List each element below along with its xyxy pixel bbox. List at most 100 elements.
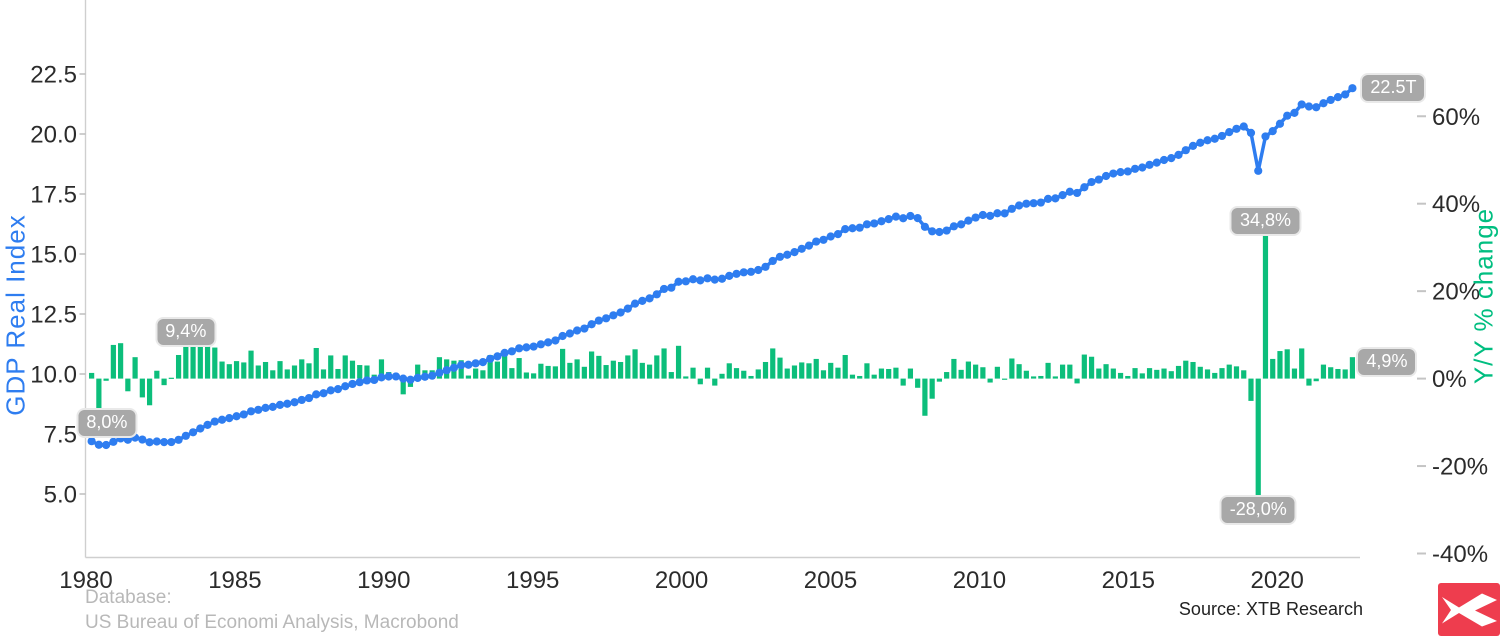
x-axis-tick: 1995	[506, 567, 559, 594]
gdp-line-marker	[594, 316, 603, 325]
gdp-line-marker	[493, 352, 502, 361]
gdp-line-marker	[580, 324, 589, 333]
data-label-pill: 34,8%	[1229, 206, 1301, 237]
yoy-bar	[277, 361, 283, 379]
yoy-bar	[719, 373, 725, 379]
gdp-line-marker	[442, 366, 451, 375]
yoy-bar	[1299, 348, 1305, 379]
gdp-line-marker	[768, 256, 777, 266]
gdp-line-marker	[725, 271, 734, 280]
left-axis-tick: 22.5	[30, 62, 77, 89]
gdp-line-marker	[1109, 169, 1118, 178]
yoy-bar	[1067, 364, 1073, 379]
yoy-bar	[168, 377, 174, 379]
yoy-bar	[1190, 361, 1196, 379]
gdp-line-marker	[1159, 155, 1169, 165]
gdp-line-marker	[587, 320, 596, 329]
yoy-bar	[255, 365, 261, 379]
gdp-line-marker	[471, 359, 480, 368]
gdp-line-marker	[1101, 171, 1111, 181]
yoy-bar	[625, 355, 631, 379]
yoy-bar	[1081, 354, 1087, 379]
gdp-line-marker	[1036, 198, 1045, 207]
yoy-bar	[118, 343, 124, 379]
gdp-line-marker	[239, 410, 248, 419]
gdp-line-marker	[457, 361, 466, 370]
yoy-bar	[958, 369, 964, 379]
gdp-line-marker	[986, 211, 995, 220]
gdp-line-marker	[1029, 199, 1038, 208]
gdp-line-marker	[500, 348, 509, 357]
left-axis-tick: 5.0	[44, 482, 77, 509]
yoy-bar	[1002, 378, 1008, 380]
gdp-line-marker	[971, 213, 980, 222]
gdp-line-marker	[609, 311, 618, 320]
x-axis-tick: 2015	[1102, 567, 1155, 594]
right-axis-tick: -20%	[1432, 454, 1488, 481]
gdp-line-marker	[326, 386, 335, 395]
yoy-bar	[1212, 372, 1218, 379]
gdp-line-marker	[217, 415, 227, 424]
yoy-bar	[103, 378, 109, 381]
gdp-line-marker	[1007, 204, 1016, 213]
gdp-line-marker	[964, 216, 973, 225]
gdp-line-marker	[630, 299, 640, 308]
gdp-line-marker	[210, 417, 219, 426]
gdp-line-marker	[1268, 127, 1277, 136]
yoy-bar	[697, 378, 703, 385]
gdp-line-marker	[667, 283, 676, 292]
yoy-bar	[1096, 368, 1102, 379]
gdp-line-marker	[870, 219, 879, 228]
gdp-line-marker	[1065, 187, 1074, 196]
yoy-bar	[1059, 364, 1066, 379]
x-axis-tick: 2000	[655, 567, 708, 594]
yoy-bar	[581, 366, 587, 379]
yoy-bar	[1074, 378, 1080, 384]
gdp-line-marker	[486, 354, 495, 363]
yoy-bar	[893, 367, 899, 379]
gdp-line-marker	[312, 390, 321, 399]
yoy-bar	[784, 368, 790, 379]
database-label: Database:	[85, 587, 172, 608]
yoy-bar	[1255, 378, 1261, 502]
gdp-line-marker	[384, 372, 393, 381]
right-axis-tick: 0%	[1432, 366, 1467, 393]
yoy-bar	[1349, 357, 1356, 379]
gdp-line-marker	[1196, 138, 1205, 147]
gdp-line-marker	[1326, 95, 1335, 105]
gdp-line-marker	[1203, 136, 1212, 145]
x-axis-tick: 1985	[208, 567, 261, 594]
gdp-line-marker	[152, 437, 161, 446]
gdp-line-marker	[464, 360, 473, 369]
gdp-line-marker	[529, 342, 538, 351]
gdp-line-marker	[935, 227, 944, 237]
gdp-line-marker	[790, 247, 799, 257]
yoy-bar	[799, 362, 805, 379]
gdp-line-marker	[1333, 93, 1343, 102]
gdp-line-marker	[978, 210, 987, 220]
yoy-bar	[835, 367, 841, 379]
left-axis-tick: 15.0	[30, 242, 77, 269]
yoy-bar	[675, 345, 682, 379]
database-note: Database: US Bureau of Economi Analysis,…	[85, 585, 459, 635]
gdp-line-marker	[739, 268, 748, 277]
gdp-line-marker	[275, 400, 285, 409]
gdp-line-marker	[1152, 158, 1161, 167]
gdp-line-marker	[1181, 146, 1190, 155]
gdp-line-marker	[957, 220, 966, 229]
yoy-bar	[516, 358, 522, 379]
data-label-pill: -28,0%	[1219, 495, 1297, 526]
gdp-line-marker	[188, 428, 198, 437]
gdp-line-marker	[1232, 124, 1241, 133]
yoy-bar	[1031, 376, 1037, 379]
gdp-line-marker	[1094, 175, 1103, 184]
data-label-pill: 9,4%	[155, 317, 217, 348]
gdp-line-marker	[1239, 122, 1248, 131]
yoy-bar	[610, 360, 616, 379]
gdp-line-marker	[123, 435, 132, 444]
gdp-line-marker	[920, 222, 930, 231]
yoy-bar	[125, 378, 131, 392]
gdp-line-marker	[138, 435, 147, 444]
